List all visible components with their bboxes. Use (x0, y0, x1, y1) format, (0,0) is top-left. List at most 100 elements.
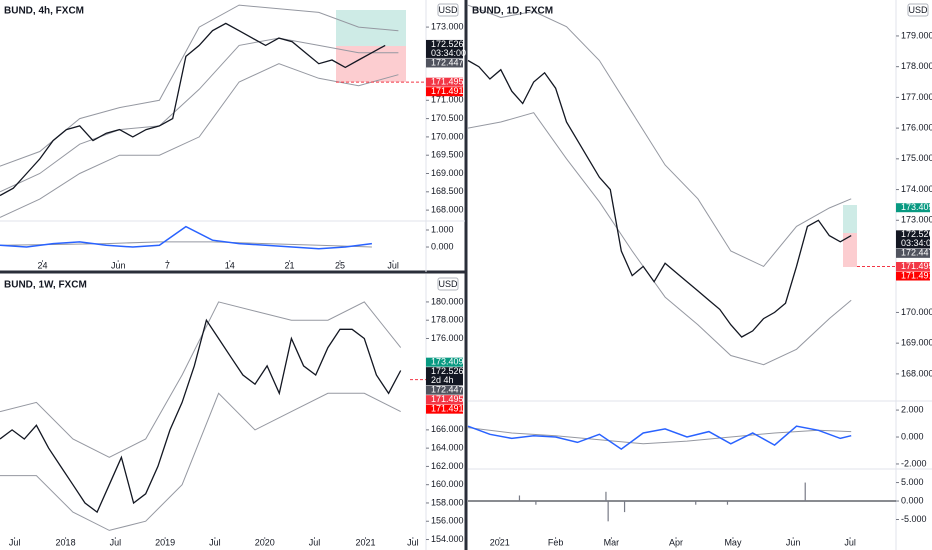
y-tick-label: 2.000 (901, 404, 924, 414)
price-marker (426, 39, 463, 58)
currency-box (437, 277, 459, 291)
x-tick-label: 25 (335, 260, 345, 270)
currency-label: USD (438, 5, 458, 15)
y-tick-label: 180.000 (431, 296, 464, 306)
price-marker (896, 262, 930, 272)
y-tick-label: 171.000 (431, 95, 464, 105)
price-marker-label: 172.447 (901, 248, 932, 258)
price-marker (896, 203, 930, 213)
loss-zone (843, 233, 857, 267)
y-tick-label: 173.000 (901, 215, 932, 225)
x-tick-label: 2019 (155, 537, 175, 547)
price-marker (426, 385, 463, 395)
y-tick-label: 169.500 (431, 150, 464, 160)
x-tick-label: Jul (110, 537, 122, 547)
y-tick-label: 164.000 (431, 443, 464, 453)
y-tick-label: 168.000 (901, 368, 932, 378)
x-tick-label: Jul (844, 537, 856, 547)
price-marker-label: 171.491 (431, 404, 464, 414)
x-tick-label: Feb (548, 537, 564, 547)
series-line (467, 112, 852, 366)
countdown: 03:34:00 (901, 238, 932, 248)
price-marker-label: 171.495 (901, 261, 932, 271)
price-marker-label: 172.447 (431, 57, 464, 67)
y-tick-label: 178.000 (901, 61, 932, 71)
y-tick-label: 168.000 (431, 204, 464, 214)
price-marker (426, 77, 463, 87)
y-tick-label: 168.500 (431, 186, 464, 196)
price-marker (896, 271, 930, 281)
price-marker (426, 357, 463, 367)
y-tick-label: -2.000 (901, 458, 927, 468)
price-marker (426, 87, 463, 97)
currency-label: USD (908, 5, 928, 15)
y-tick-label: 162.000 (431, 461, 464, 471)
histogram-bar (607, 501, 609, 522)
price-marker-label: 171.491 (901, 270, 932, 280)
price-marker-label: 172.526 (901, 229, 932, 239)
series-line (0, 301, 402, 458)
x-tick-label: May (724, 537, 742, 547)
y-tick-label: 166.000 (431, 424, 464, 434)
y-tick-label: 176.000 (901, 122, 932, 132)
y-tick-label: 0.000 (901, 495, 924, 505)
price-marker-label: 171.495 (431, 77, 464, 87)
y-tick-label: 5.000 (901, 477, 924, 487)
y-tick-label: 169.000 (431, 168, 464, 178)
profit-zone (843, 205, 857, 233)
x-tick-label: 2018 (56, 537, 76, 547)
x-tick-label: 7 (165, 260, 170, 270)
x-tick-label: 2021 (355, 537, 375, 547)
price-marker-label: 172.526 (431, 366, 464, 376)
x-tick-label: 24 (37, 260, 47, 270)
price-marker (426, 58, 463, 68)
x-tick-label: Jun (786, 537, 801, 547)
currency-box (907, 3, 929, 17)
y-tick-label: 156.000 (431, 516, 464, 526)
x-tick-label: 14 (225, 260, 235, 270)
histogram-bar (518, 495, 521, 502)
y-tick-label: 0.000 (901, 431, 924, 441)
price-marker (896, 230, 930, 249)
series-line (467, 427, 852, 445)
x-tick-label: 2021 (490, 537, 510, 547)
currency-box (437, 3, 459, 17)
price-marker-label: 173.409 (431, 357, 464, 367)
series-line (0, 22, 386, 197)
histogram-bar (726, 501, 729, 505)
x-tick-label: 2020 (255, 537, 275, 547)
y-tick-label: 0.000 (431, 241, 454, 251)
series-line (467, 4, 852, 268)
x-tick-label: 21 (285, 260, 295, 270)
histogram-bar (804, 482, 806, 502)
y-tick-label: 173.000 (431, 21, 464, 31)
series-line (467, 59, 852, 338)
y-tick-label: -5.000 (901, 514, 927, 524)
x-tick-label: Mar (604, 537, 620, 547)
series-line (0, 225, 372, 250)
price-marker (896, 248, 930, 258)
y-tick-label: 176.000 (431, 333, 464, 343)
histogram-bar (535, 501, 537, 505)
series-line (0, 392, 401, 531)
price-marker (426, 404, 463, 414)
histogram-bar (695, 501, 697, 505)
y-tick-label: 175.000 (901, 153, 932, 163)
series-line (0, 63, 399, 218)
price-marker-label: 172.526 (431, 39, 464, 49)
x-tick-label: Jul (209, 537, 221, 547)
price-marker (426, 395, 463, 405)
y-tick-label: 169.000 (901, 338, 932, 348)
y-tick-label: 177.000 (901, 92, 932, 102)
loss-zone (336, 46, 406, 82)
x-tick-label: Jul (9, 537, 21, 547)
currency-label: USD (438, 279, 458, 289)
y-tick-label: 170.500 (431, 113, 464, 123)
y-tick-label: 170.000 (431, 131, 464, 141)
countdown: 2d 4h (431, 375, 454, 385)
x-tick-label: Jul (309, 537, 321, 547)
countdown: 03:34:00 (431, 48, 466, 58)
series-line (0, 37, 399, 193)
